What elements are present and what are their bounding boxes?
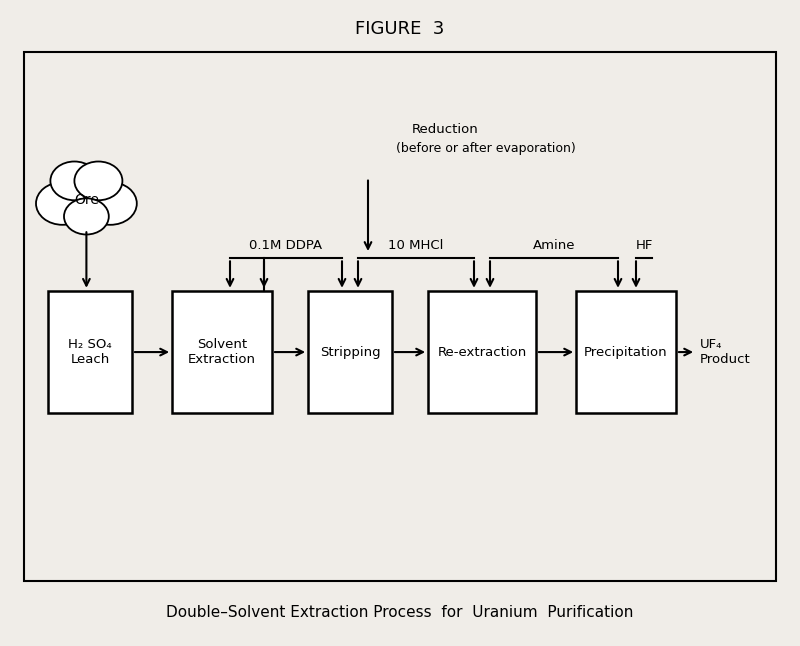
Text: H₂ SO₄
Leach: H₂ SO₄ Leach	[68, 338, 112, 366]
Circle shape	[36, 182, 89, 225]
Text: (before or after evaporation): (before or after evaporation)	[396, 142, 576, 155]
Circle shape	[74, 162, 122, 200]
FancyBboxPatch shape	[576, 291, 676, 413]
FancyBboxPatch shape	[24, 52, 776, 581]
Text: Solvent
Extraction: Solvent Extraction	[188, 338, 256, 366]
Text: Re-extraction: Re-extraction	[438, 346, 526, 359]
Text: Precipitation: Precipitation	[584, 346, 668, 359]
Text: FIGURE  3: FIGURE 3	[355, 20, 445, 38]
Text: Double–Solvent Extraction Process  for  Uranium  Purification: Double–Solvent Extraction Process for Ur…	[166, 605, 634, 620]
Text: 10 MHCl: 10 MHCl	[388, 239, 444, 252]
Circle shape	[48, 166, 125, 228]
Circle shape	[84, 182, 137, 225]
Text: 0.1M DDPA: 0.1M DDPA	[250, 239, 322, 252]
Text: Ore: Ore	[74, 193, 99, 207]
Circle shape	[64, 198, 109, 234]
Text: Stripping: Stripping	[320, 346, 380, 359]
Text: UF₄
Product: UF₄ Product	[700, 338, 750, 366]
FancyBboxPatch shape	[428, 291, 536, 413]
Circle shape	[50, 162, 98, 200]
Text: Amine: Amine	[533, 239, 575, 252]
Text: HF: HF	[635, 239, 653, 252]
FancyBboxPatch shape	[48, 291, 132, 413]
FancyBboxPatch shape	[308, 291, 392, 413]
Text: Reduction: Reduction	[412, 123, 478, 136]
FancyBboxPatch shape	[172, 291, 272, 413]
